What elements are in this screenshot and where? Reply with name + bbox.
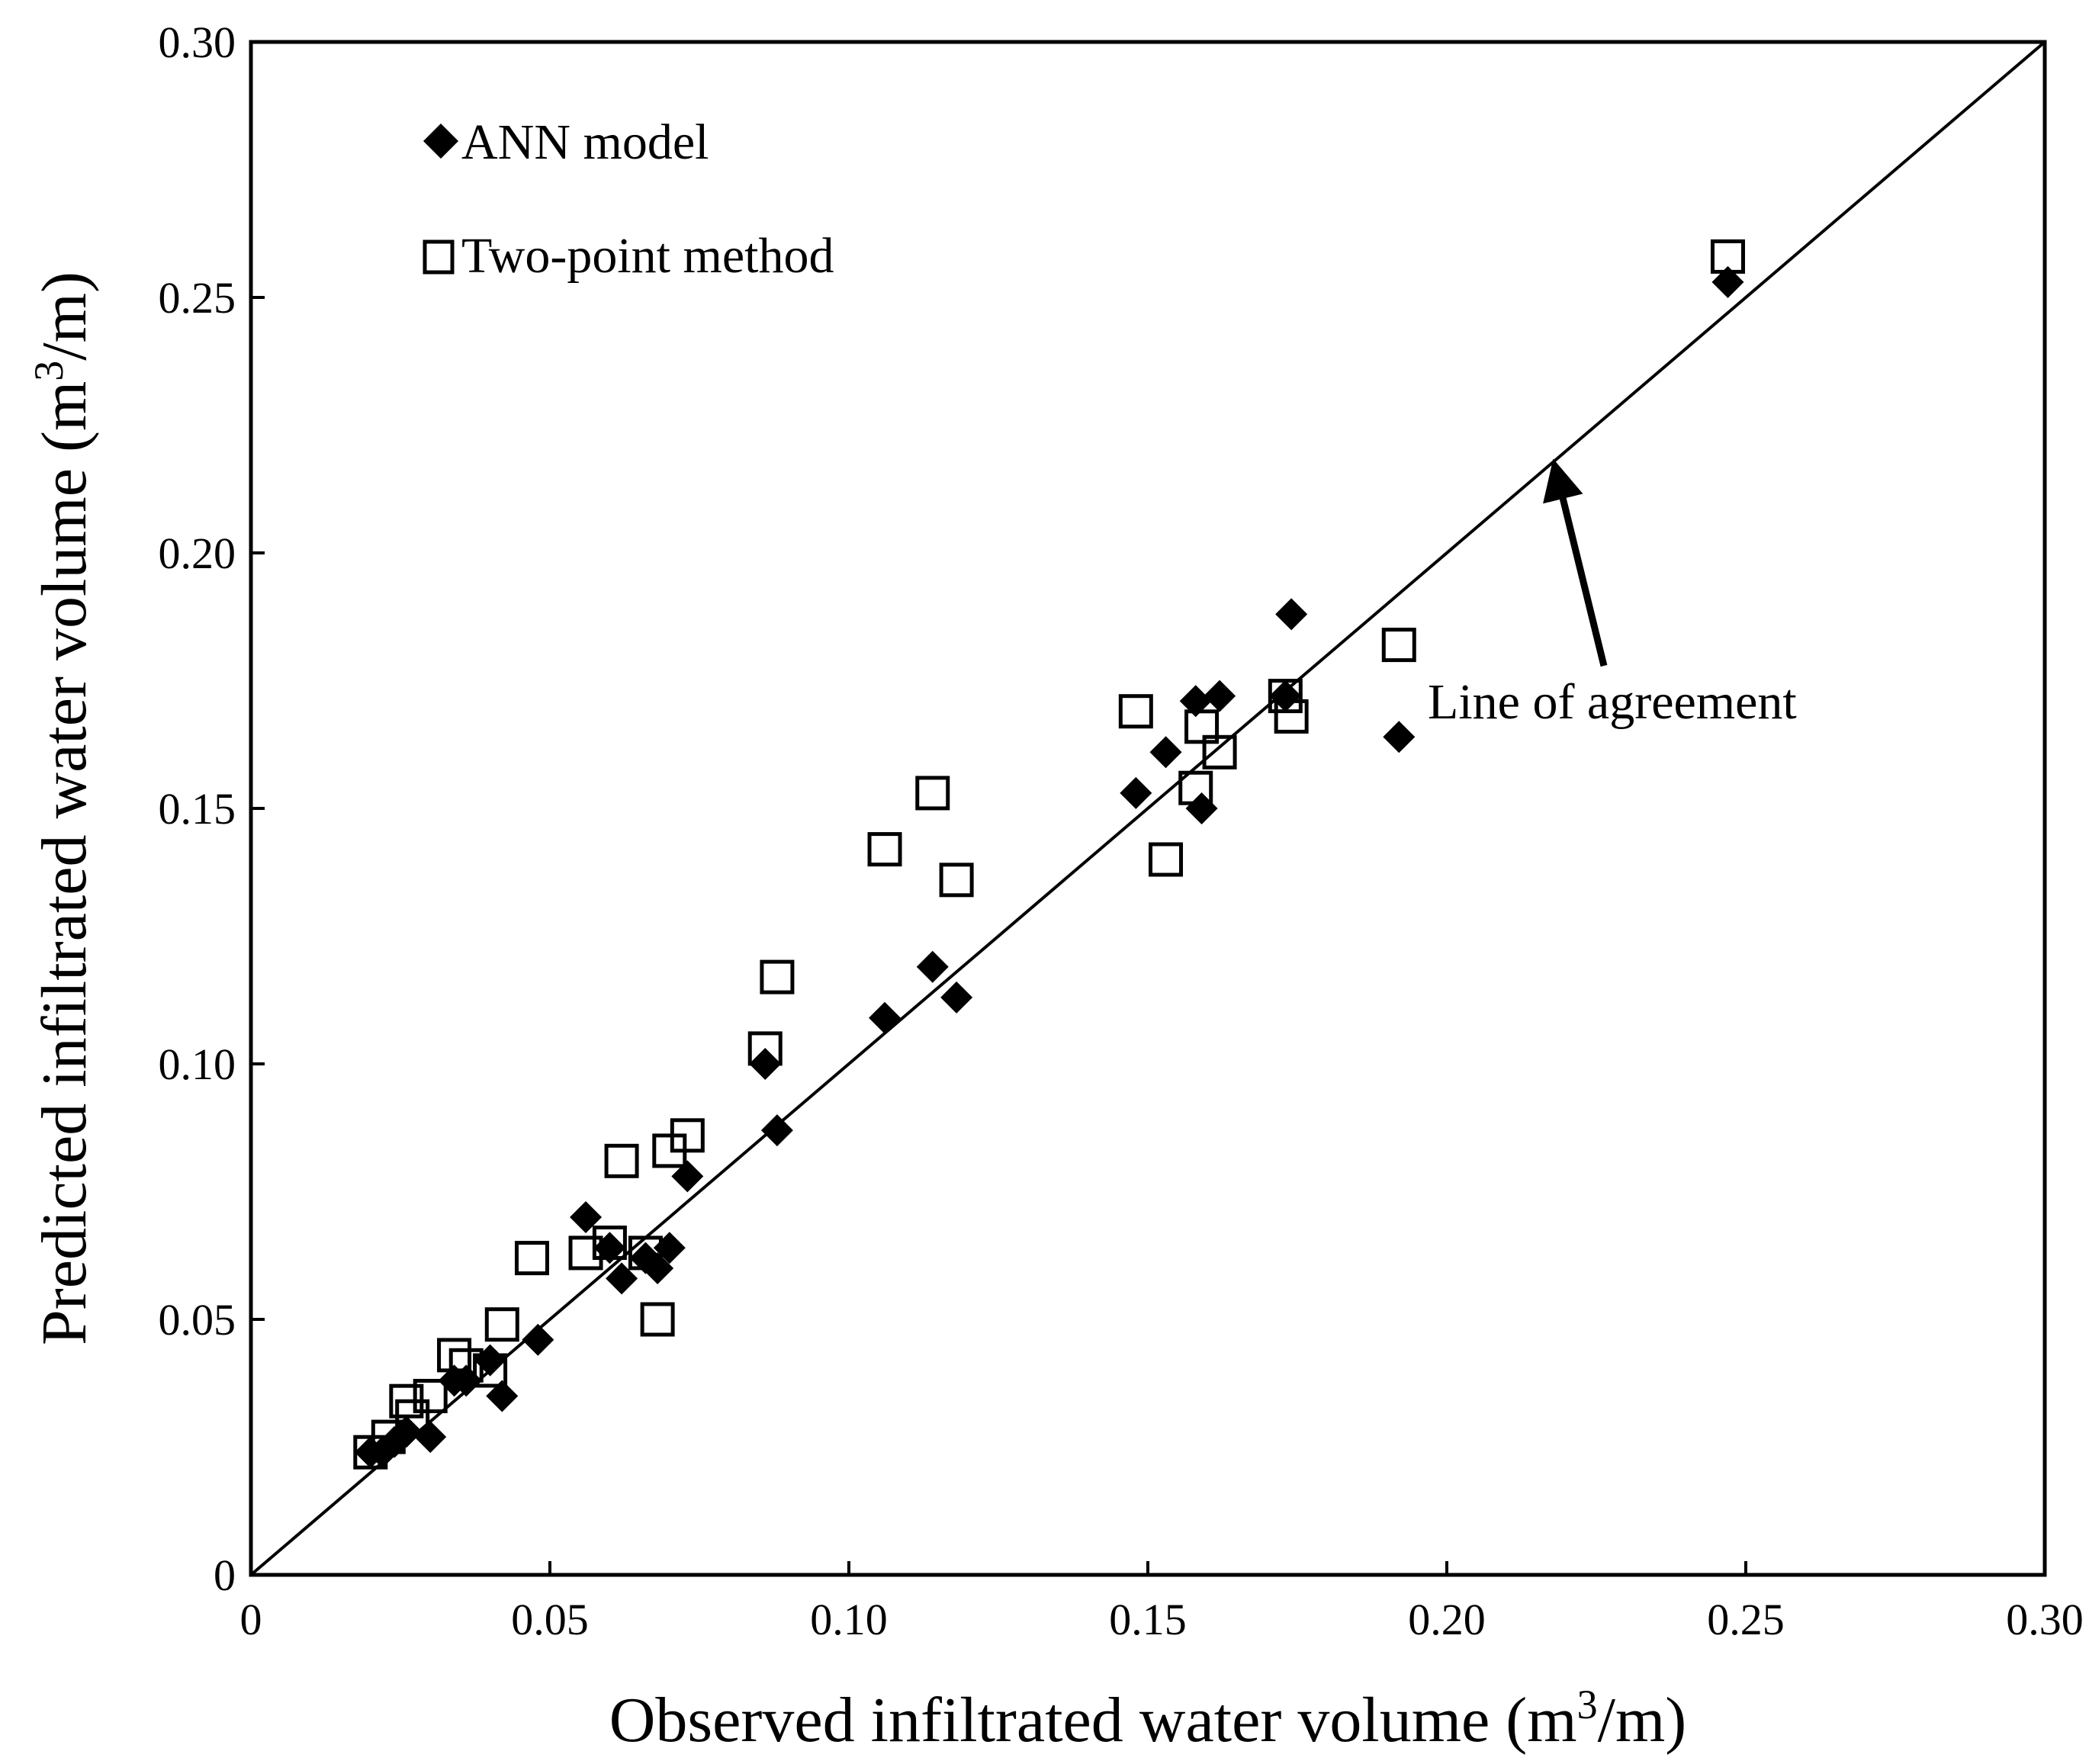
legend: ANN model Two-point method: [423, 114, 834, 284]
y-axis-ticks: 0 0.05 0.10 0.15 0.20 0.25 0.30: [159, 18, 265, 1600]
two-point-method-point: [1118, 694, 1153, 729]
y-tick-label: 0.30: [159, 18, 236, 67]
two-point-method-point: [1178, 770, 1213, 805]
two-point-method-point: [670, 1118, 705, 1153]
ann-model-point: [940, 981, 973, 1014]
x-tick-label: 0: [240, 1595, 262, 1644]
legend-label-ann: ANN model: [461, 114, 709, 170]
two-point-method-point: [568, 1235, 603, 1271]
two-point-method-point: [915, 776, 950, 811]
two-point-method-point: [1381, 628, 1416, 663]
ann-model-point: [1275, 598, 1308, 631]
ann-model-point: [522, 1323, 554, 1356]
two-point-method-point: [1202, 734, 1237, 770]
two-point-method-point: [628, 1235, 663, 1271]
y-tick-label: 0.15: [159, 784, 236, 834]
annotation-label: Line of agreement: [1428, 674, 1797, 730]
two-point-method-point: [473, 1353, 508, 1388]
ann-model-point: [869, 1001, 901, 1034]
ann-model-point: [916, 950, 949, 983]
legend-marker-two-point: [423, 239, 455, 275]
y-tick-label: 0.05: [159, 1295, 236, 1345]
two-point-method-point: [371, 1419, 406, 1454]
series-ann-model: [354, 265, 1744, 1469]
ann-model-point: [570, 1201, 603, 1233]
x-tick-label: 0.05: [511, 1595, 589, 1644]
legend-marker-ann: [423, 124, 458, 159]
ann-model-point: [1149, 736, 1182, 769]
y-tick-label: 0.20: [159, 529, 236, 578]
y-axis-title: Predicted infiltrated water volume (m3/m…: [26, 272, 100, 1345]
y-tick-label: 0.10: [159, 1039, 236, 1089]
two-point-method-point: [640, 1302, 675, 1337]
y-tick-label: 0.25: [159, 273, 236, 323]
two-point-method-point: [867, 832, 902, 867]
two-point-method-point: [1149, 842, 1184, 877]
ann-model-point: [414, 1421, 447, 1454]
two-point-method-point: [413, 1379, 448, 1413]
x-tick-label: 0.15: [1109, 1595, 1187, 1644]
ann-model-point: [1179, 685, 1212, 718]
x-tick-label: 0.20: [1408, 1595, 1486, 1644]
two-point-method-point: [448, 1348, 484, 1383]
ann-model-point: [1269, 680, 1302, 712]
two-point-method-point: [1710, 239, 1745, 274]
ann-model-point: [1383, 721, 1416, 753]
two-point-method-point: [604, 1143, 639, 1178]
two-point-method-point: [437, 1338, 472, 1373]
two-point-method-point: [939, 863, 974, 898]
ann-model-point: [1711, 265, 1744, 298]
two-point-method-point: [1274, 699, 1309, 734]
two-point-method-point: [760, 959, 795, 994]
line-of-agreement: [249, 40, 2046, 1576]
x-tick-label: 0.10: [810, 1595, 888, 1644]
ann-model-point: [1204, 680, 1236, 712]
ann-model-point: [606, 1262, 638, 1295]
ann-model-point: [760, 1114, 793, 1147]
ann-model-point: [1185, 792, 1218, 824]
two-point-method-point: [1184, 709, 1220, 744]
two-point-method-point: [484, 1307, 519, 1342]
x-tick-label: 0.25: [1707, 1595, 1785, 1644]
ann-model-point: [1120, 776, 1152, 809]
x-tick-label: 0.30: [2006, 1595, 2084, 1644]
legend-label-two-point: Two-point method: [461, 228, 834, 284]
annotation-arrow: [1543, 458, 1608, 667]
two-point-method-point: [747, 1031, 783, 1066]
series-two-point-method: [353, 239, 1745, 1470]
x-axis-title: Observed infiltrated water volume (m3/m): [609, 1682, 1687, 1756]
two-point-method-point: [1268, 679, 1303, 714]
x-axis-ticks: 0 0.05 0.10 0.15 0.20 0.25 0.30: [240, 1561, 2084, 1644]
two-point-method-point: [592, 1226, 627, 1260]
annotation-line-of-agreement: Line of agreement: [1428, 458, 1797, 730]
ann-model-point: [486, 1380, 519, 1412]
y-tick-label: 0: [214, 1550, 236, 1600]
ann-model-point: [671, 1160, 704, 1193]
two-point-method-point: [395, 1399, 430, 1434]
two-point-method-point: [514, 1241, 549, 1276]
